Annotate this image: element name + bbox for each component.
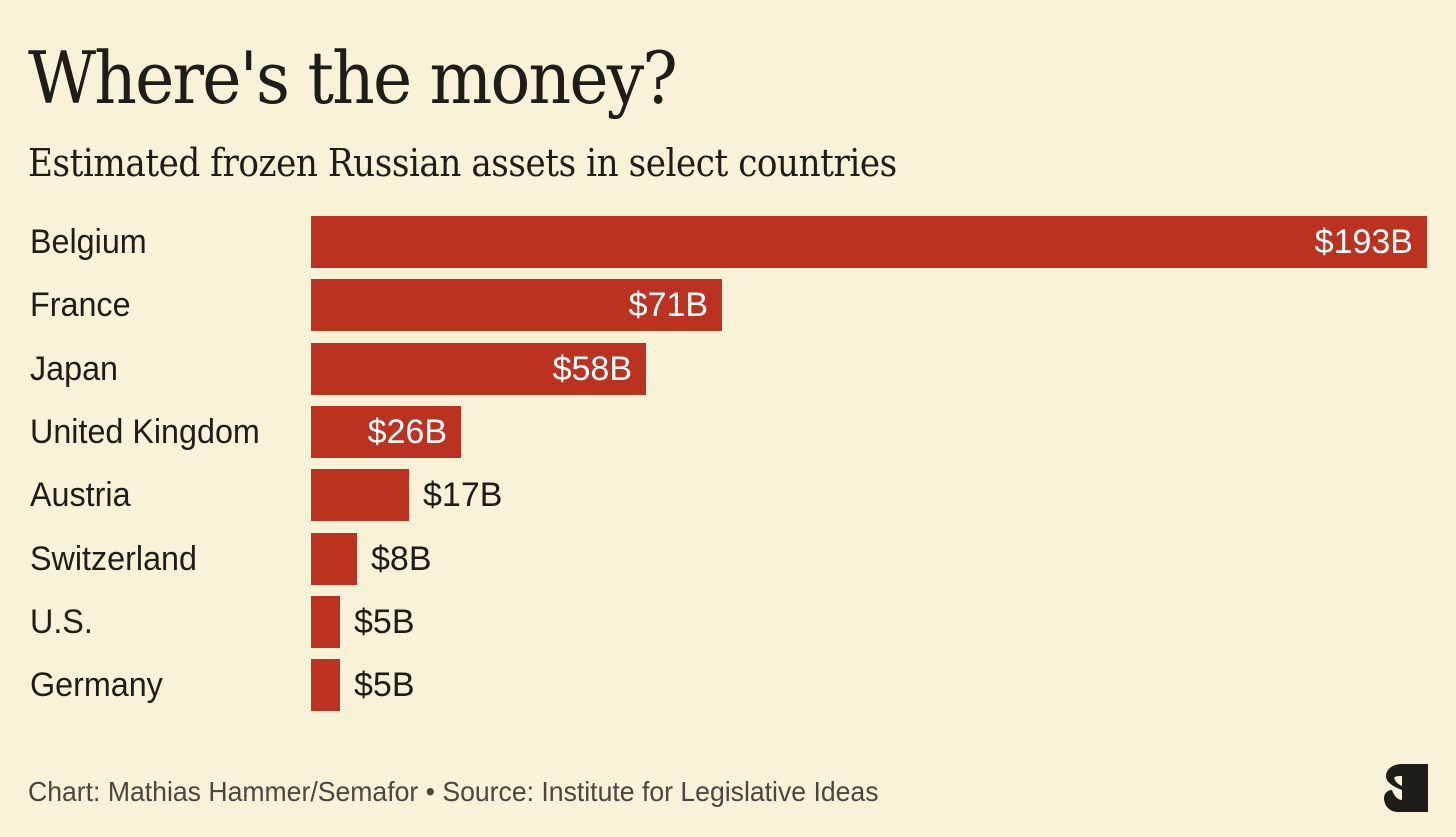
- value-label: $5B: [354, 666, 415, 705]
- bar-row: United Kingdom $26B: [0, 405, 1456, 458]
- bar: [311, 595, 340, 648]
- bar-row: France $71B: [0, 279, 1456, 332]
- category-label: United Kingdom: [30, 412, 260, 451]
- bar: [311, 405, 461, 458]
- bar-row: Belgium $193B: [0, 216, 1456, 268]
- category-label: U.S.: [30, 602, 93, 641]
- category-label: Japan: [30, 349, 119, 388]
- semafor-logo-icon: [1380, 760, 1432, 814]
- category-label: Switzerland: [30, 539, 197, 578]
- bar-row: U.S. $5B: [0, 595, 1456, 648]
- chart-subtitle: Estimated frozen Russian assets in selec…: [28, 141, 897, 185]
- chart-title: Where's the money?: [28, 36, 678, 120]
- bar: [311, 659, 340, 712]
- bar-row: Germany $5B: [0, 659, 1456, 712]
- category-label: Germany: [30, 666, 163, 705]
- category-label: Austria: [30, 476, 131, 515]
- value-label: $5B: [354, 602, 415, 641]
- bar-row: Austria $17B: [0, 469, 1456, 522]
- category-label: Belgium: [30, 223, 147, 261]
- bar: [311, 532, 357, 585]
- bar-row: Switzerland $8B: [0, 532, 1456, 585]
- value-label: $58B: [552, 349, 632, 388]
- value-label: $8B: [371, 539, 432, 578]
- bar: [311, 469, 409, 522]
- value-label: $193B: [1314, 223, 1413, 261]
- chart-credit: Chart: Mathias Hammer/Semafor • Source: …: [28, 776, 879, 807]
- value-label: $17B: [423, 476, 503, 515]
- value-label: $26B: [367, 412, 447, 451]
- bar: [311, 342, 646, 395]
- bar: [311, 279, 722, 332]
- bar: [311, 216, 1427, 268]
- category-label: France: [30, 286, 131, 325]
- bar-row: Japan $58B: [0, 342, 1456, 395]
- value-label: $71B: [628, 286, 708, 325]
